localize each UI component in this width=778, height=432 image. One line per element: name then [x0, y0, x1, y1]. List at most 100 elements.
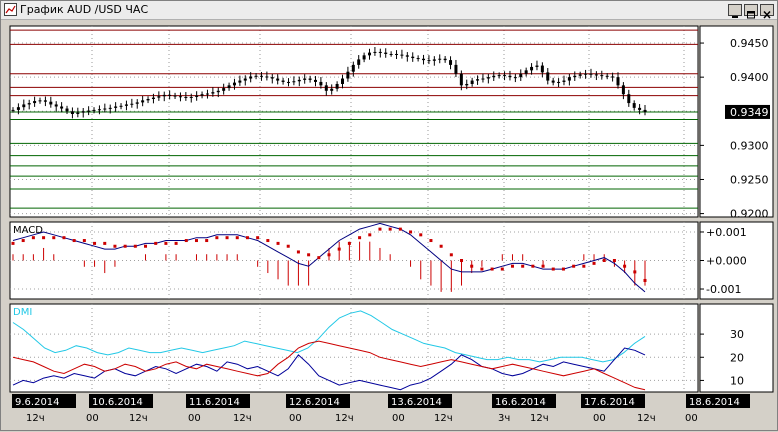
candle-body	[341, 78, 345, 84]
candle-body	[638, 107, 642, 110]
time-label: 00	[289, 413, 302, 424]
chart-area: 0.9450 0.9400 0.9300 0.9250 0.9200 0.9349 MAC…	[9, 25, 774, 424]
candle-body	[589, 73, 593, 75]
date-label: 12.6.2014	[289, 397, 340, 408]
candle-body	[16, 107, 20, 110]
candle-body	[324, 85, 328, 91]
date-label: 17.6.2014	[584, 397, 635, 408]
macd-signal-point	[42, 236, 46, 240]
macd-signal-point	[266, 239, 270, 243]
candle-body	[92, 109, 96, 111]
candle-body	[297, 79, 301, 82]
macd-signal-point	[368, 233, 372, 237]
candle-body	[303, 78, 307, 80]
candle-body	[519, 73, 523, 78]
candle-body	[643, 109, 647, 112]
candle-body	[151, 97, 155, 99]
macd-signal-point	[541, 264, 545, 268]
macd-signal-point	[612, 259, 616, 262]
macd-signal-point	[113, 244, 117, 248]
title-bar[interactable]: График AUD /USD ЧАС	[1, 1, 777, 20]
candle-body	[162, 94, 166, 97]
candle-body	[157, 96, 161, 98]
candle-body	[432, 59, 436, 61]
candle-body	[87, 110, 91, 112]
candle-body	[168, 94, 172, 96]
candle-body	[189, 96, 193, 98]
date-label-box	[388, 394, 452, 408]
macd-signal-point	[419, 233, 423, 237]
candle-body	[243, 78, 247, 81]
macd-signal-point	[21, 239, 25, 243]
candle-body	[238, 80, 242, 83]
candle-body	[254, 75, 258, 77]
candle-body	[97, 109, 101, 111]
time-label: 00	[392, 413, 405, 424]
macd-signal-point	[623, 264, 627, 268]
macd-signal-point	[133, 244, 137, 248]
macd-signal-point	[409, 230, 413, 234]
time-label: 00	[593, 413, 606, 424]
macd-signal-point	[429, 239, 433, 243]
macd-signal-point	[561, 267, 565, 271]
date-label-box	[89, 394, 153, 408]
candle-body	[222, 88, 226, 91]
candle-body	[481, 78, 485, 80]
macd-signal-point	[521, 264, 525, 268]
macd-signal-point	[572, 264, 576, 268]
macd-signal-point	[388, 227, 392, 231]
price-tick-label: 0.9400	[730, 71, 769, 84]
price-tick-label: 0.9250	[730, 173, 769, 186]
candle-body	[200, 94, 204, 96]
candle-body	[384, 52, 388, 54]
dmi-tick-label: 30	[730, 328, 744, 341]
candle-body	[22, 104, 26, 108]
dmi-panel: DMI 30 20 10	[10, 307, 744, 391]
candle-body	[195, 95, 199, 97]
candle-body	[524, 70, 528, 74]
macd-signal-point	[123, 244, 127, 248]
macd-signal-point	[205, 239, 209, 243]
date-label-box	[492, 394, 556, 408]
candle-body	[605, 75, 609, 77]
time-label: 12ч	[434, 413, 453, 424]
candle-body	[567, 77, 571, 81]
macd-signal-point	[378, 227, 382, 231]
price-panel: 0.9450 0.9400 0.9300 0.9250 0.9200 0.9349	[10, 29, 770, 221]
macd-signal-point	[72, 239, 76, 243]
macd-signal-point	[93, 241, 97, 245]
candle-body	[378, 51, 382, 53]
macd-signal-point	[358, 236, 362, 240]
candle-body	[184, 96, 188, 98]
candle-body	[486, 77, 490, 79]
candle-body	[114, 106, 118, 108]
macd-signal-point	[31, 236, 35, 240]
minimize-button[interactable]	[728, 4, 742, 18]
candle-body	[249, 76, 253, 79]
macd-signal-point	[327, 253, 331, 257]
dmi-tick-label: 20	[730, 351, 744, 364]
candle-body	[416, 58, 420, 60]
macd-signal-point	[245, 236, 249, 240]
candle-body	[578, 74, 582, 76]
candle-body	[130, 103, 134, 105]
candle-body	[513, 77, 517, 79]
date-label: 9.6.2014	[15, 397, 60, 408]
candle-body	[232, 82, 236, 86]
candle-body	[81, 111, 85, 113]
close-button[interactable]	[760, 4, 774, 19]
macd-signal-point	[602, 259, 606, 262]
candle-body	[11, 109, 15, 111]
macd-line	[12, 222, 646, 293]
price-tick-label: 0.9200	[730, 208, 769, 221]
macd-signal-point	[256, 236, 260, 240]
macd-signal-point	[174, 241, 178, 245]
candle-body	[357, 59, 361, 65]
date-label-box	[286, 394, 350, 408]
time-label: 12ч	[26, 413, 45, 424]
candle-body	[476, 79, 480, 81]
maximize-button[interactable]	[744, 4, 758, 19]
candle-body	[503, 75, 507, 77]
candle-body	[60, 106, 64, 109]
